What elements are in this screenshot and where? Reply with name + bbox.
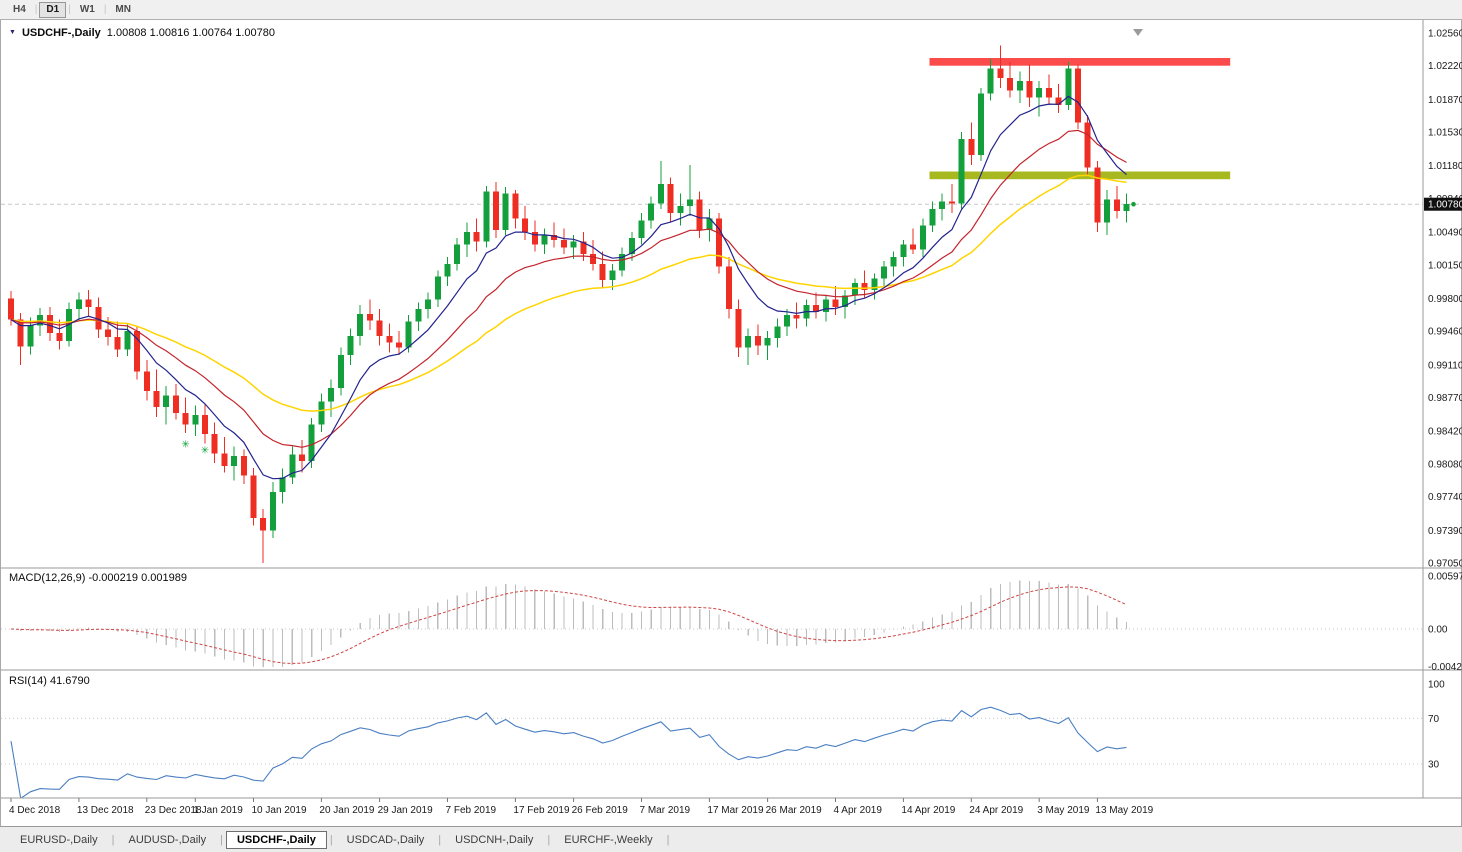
- macd-histogram: [20, 580, 1128, 667]
- timeframe-group: H4 | D1 | W1 | MN: [6, 1, 138, 18]
- ma-mid-line: [10, 129, 1127, 448]
- timeframe-button-d1[interactable]: D1: [39, 1, 67, 18]
- svg-text:14 Apr 2019: 14 Apr 2019: [901, 805, 955, 816]
- signal-marker: ✳: [181, 440, 189, 451]
- tab-separator: |: [438, 833, 442, 846]
- svg-text:30: 30: [1428, 760, 1440, 771]
- svg-text:4 Apr 2019: 4 Apr 2019: [834, 805, 883, 816]
- svg-text:70: 70: [1428, 714, 1440, 725]
- chart-marker-icon: ▼: [9, 28, 16, 36]
- svg-text:7 Feb 2019: 7 Feb 2019: [446, 805, 497, 816]
- last-price-dot: [1131, 201, 1136, 207]
- tab-separator: |: [329, 833, 333, 846]
- chart-tab-eurchf[interactable]: EURCHF-,Weekly: [564, 833, 653, 846]
- svg-text:26 Mar 2019: 26 Mar 2019: [766, 805, 823, 816]
- chart-tab-usdcad[interactable]: USDCAD-,Daily: [346, 833, 425, 846]
- timeframe-button-mn[interactable]: MN: [108, 2, 138, 18]
- svg-text:4 Dec 2018: 4 Dec 2018: [9, 805, 61, 816]
- timeframe-button-w1[interactable]: W1: [73, 2, 102, 18]
- timeframe-button-h4[interactable]: H4: [6, 2, 33, 18]
- symbol-label: USDCHF-,Daily: [21, 27, 101, 39]
- svg-text:0.99110: 0.99110: [1428, 360, 1462, 371]
- rsi-line: [10, 706, 1127, 798]
- svg-text:1.01870: 1.01870: [1428, 95, 1462, 106]
- svg-text:1.00780: 1.00780: [1428, 200, 1462, 211]
- tab-separator: |: [666, 833, 670, 846]
- ohlc-values: 1.00808 1.00816 1.00764 1.00780: [106, 27, 275, 39]
- svg-text:0.97390: 0.97390: [1428, 526, 1462, 537]
- chart-tabs: EURUSD-,Daily | AUDUSD-,Daily | USDCHF-,Dail…: [8, 830, 672, 849]
- svg-text:0.00: 0.00: [1428, 625, 1448, 636]
- signal-marker: ✳: [201, 445, 209, 456]
- svg-text:0.00597: 0.00597: [1428, 571, 1462, 582]
- chart-title: ▼ USDCHF-,Daily 1.00808 1.00816 1.00764 …: [9, 27, 275, 39]
- toolbar: H4 | D1 | W1 | MN: [0, 0, 1462, 20]
- tab-separator: |: [111, 833, 115, 846]
- svg-text:0.99800: 0.99800: [1428, 294, 1462, 305]
- svg-text:7 Mar 2019: 7 Mar 2019: [640, 805, 691, 816]
- tab-bar: EURUSD-,Daily | AUDUSD-,Daily | USDCHF-,Dail…: [0, 826, 1462, 852]
- macd-label: MACD(12,26,9) -0.000219 0.001989: [9, 572, 187, 584]
- svg-text:0.99460: 0.99460: [1428, 327, 1462, 338]
- chart-shift-marker[interactable]: [1133, 29, 1143, 36]
- svg-text:0.98080: 0.98080: [1428, 459, 1462, 470]
- svg-text:1.00150: 1.00150: [1428, 260, 1462, 271]
- chart-tab-audusd[interactable]: AUDUSD-,Daily: [128, 833, 207, 846]
- price-axis[interactable]: 1.025601.022201.018701.015301.011801.008…: [1428, 29, 1462, 771]
- chart-window: ✳ ✳ 1.02560 1.02220 1.01870 1.01530 1.01180 1.0…: [0, 20, 1462, 826]
- svg-text:3 May 2019: 3 May 2019: [1037, 805, 1090, 816]
- svg-text:13 May 2019: 13 May 2019: [1095, 805, 1153, 816]
- svg-text:0.98770: 0.98770: [1428, 393, 1462, 404]
- ma-fast-line: [10, 95, 1127, 480]
- chart-tab-eurusd[interactable]: EURUSD-,Daily: [20, 833, 98, 846]
- svg-text:1.01180: 1.01180: [1428, 161, 1462, 172]
- toolbar-separator: |: [68, 4, 71, 15]
- svg-text:20 Jan 2019: 20 Jan 2019: [319, 805, 374, 816]
- svg-text:100: 100: [1428, 680, 1445, 691]
- current-price-badge: 1.00780: [1424, 197, 1462, 211]
- svg-text:1.02220: 1.02220: [1428, 61, 1462, 72]
- svg-text:10 Jan 2019: 10 Jan 2019: [252, 805, 307, 816]
- svg-text:17 Feb 2019: 17 Feb 2019: [513, 805, 570, 816]
- svg-text:13 Dec 2018: 13 Dec 2018: [77, 805, 134, 816]
- ma-slow-line: [10, 174, 1127, 412]
- svg-text:26 Feb 2019: 26 Feb 2019: [572, 805, 629, 816]
- svg-text:1 Jan 2019: 1 Jan 2019: [193, 805, 243, 816]
- svg-text:29 Jan 2019: 29 Jan 2019: [378, 805, 433, 816]
- svg-text:1.02560: 1.02560: [1428, 29, 1462, 40]
- svg-text:-0.00424: -0.00424: [1428, 662, 1462, 673]
- svg-text:24 Apr 2019: 24 Apr 2019: [969, 805, 1023, 816]
- resistance-band[interactable]: [929, 58, 1231, 66]
- toolbar-separator: |: [103, 4, 107, 15]
- toolbar-separator: |: [34, 4, 38, 15]
- svg-text:17 Mar 2019: 17 Mar 2019: [707, 805, 764, 816]
- chart-tab-usdchf[interactable]: USDCHF-,Daily: [225, 830, 327, 849]
- macd-signal-line: [10, 586, 1127, 664]
- rsi-label: RSI(14) 41.6790: [9, 675, 90, 687]
- tab-separator: |: [547, 833, 551, 846]
- candles-layer: [8, 45, 1130, 563]
- svg-text:1.01530: 1.01530: [1428, 128, 1462, 139]
- svg-text:0.98420: 0.98420: [1428, 427, 1462, 438]
- svg-text:23 Dec 2018: 23 Dec 2018: [145, 805, 202, 816]
- chart-tab-usdcnh[interactable]: USDCNH-,Daily: [455, 833, 534, 846]
- svg-text:0.97740: 0.97740: [1428, 492, 1462, 503]
- svg-text:0.97050: 0.97050: [1428, 559, 1462, 570]
- svg-text:1.00490: 1.00490: [1428, 228, 1462, 239]
- chart-canvas[interactable]: ✳ ✳ 1.02560 1.02220 1.01870 1.01530 1.01180 1.0…: [1, 20, 1462, 826]
- tab-separator: |: [220, 833, 223, 846]
